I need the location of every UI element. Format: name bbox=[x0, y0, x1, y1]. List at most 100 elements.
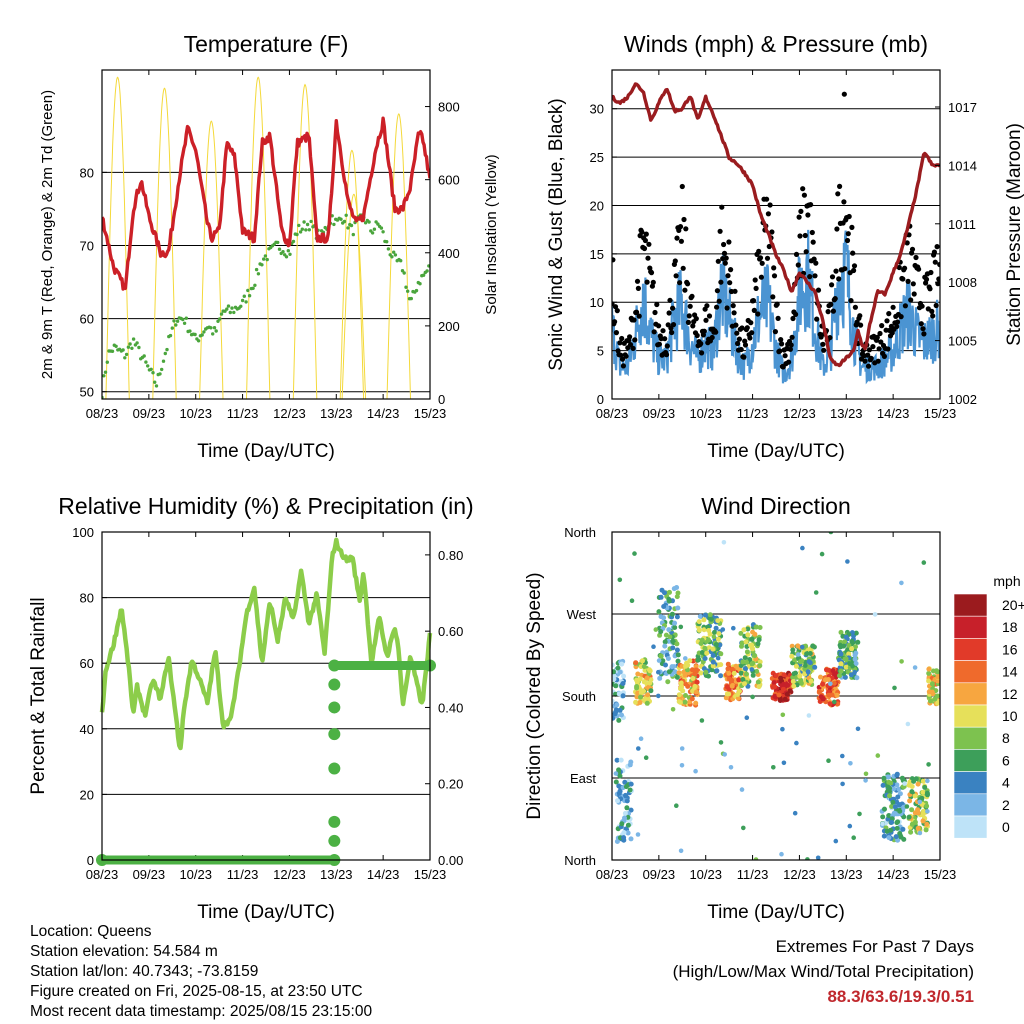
gust-point bbox=[850, 250, 856, 256]
gust-point bbox=[908, 297, 914, 303]
direction-point bbox=[831, 680, 837, 686]
dewpoint-point bbox=[128, 342, 132, 346]
gust-point bbox=[635, 285, 642, 291]
gust-point bbox=[699, 350, 705, 356]
direction-point bbox=[756, 637, 762, 643]
gust-point bbox=[821, 347, 827, 353]
direction-point bbox=[935, 669, 940, 675]
direction-point bbox=[717, 642, 723, 648]
x-tick-label: 14/23 bbox=[367, 406, 400, 421]
gust-point bbox=[683, 226, 689, 232]
dewpoint-point bbox=[218, 317, 222, 321]
gust-point bbox=[652, 309, 658, 316]
direction-point bbox=[851, 835, 856, 840]
direction-point bbox=[912, 793, 918, 799]
dewpoint-point bbox=[256, 272, 261, 276]
dewpoint-point bbox=[175, 319, 180, 323]
gust-point bbox=[664, 343, 670, 349]
colorbar-swatch bbox=[953, 771, 988, 795]
gust-point bbox=[723, 255, 729, 261]
dewpoint-point bbox=[351, 232, 355, 237]
direction-point bbox=[696, 657, 702, 662]
direction-point bbox=[888, 780, 894, 786]
gust-point bbox=[612, 257, 616, 263]
direction-point bbox=[648, 688, 654, 694]
direction-point bbox=[791, 671, 797, 677]
dewpoint-point bbox=[158, 372, 162, 376]
direction-point bbox=[750, 672, 756, 678]
direction-point bbox=[696, 619, 702, 625]
gust-point bbox=[739, 325, 745, 331]
gust-point bbox=[752, 277, 758, 283]
direction-point bbox=[713, 642, 719, 648]
direction-point bbox=[633, 699, 639, 705]
direction-point bbox=[725, 661, 731, 667]
y-tick-label: 60 bbox=[80, 656, 94, 671]
direction-point bbox=[694, 679, 700, 685]
gust-point bbox=[651, 329, 657, 335]
gust-point bbox=[648, 270, 655, 276]
direction-point bbox=[641, 664, 647, 670]
dewpoint-point bbox=[342, 219, 347, 224]
direction-point bbox=[896, 786, 902, 792]
x-axis-label: Time (Day/UTC) bbox=[707, 441, 845, 462]
direction-point bbox=[637, 700, 643, 705]
gust-point bbox=[667, 297, 673, 303]
direction-point bbox=[741, 825, 746, 831]
direction-point bbox=[891, 786, 897, 792]
dewpoint-point bbox=[225, 307, 229, 311]
gust-point bbox=[858, 322, 864, 328]
direction-point bbox=[613, 683, 619, 689]
chart-title: Wind Direction bbox=[701, 493, 851, 519]
direction-point bbox=[805, 857, 810, 860]
direction-point bbox=[620, 681, 626, 686]
direction-point bbox=[634, 694, 640, 700]
dewpoint-point bbox=[124, 352, 129, 357]
dewpoint-point bbox=[302, 220, 306, 224]
direction-point bbox=[771, 680, 777, 686]
gust-point bbox=[909, 246, 916, 252]
direction-point bbox=[792, 657, 798, 663]
direction-point bbox=[895, 794, 901, 800]
gust-point bbox=[619, 356, 626, 362]
direction-point bbox=[813, 590, 819, 595]
gust-point bbox=[719, 204, 725, 210]
direction-point bbox=[715, 636, 721, 642]
x-tick-label: 11/23 bbox=[737, 406, 769, 421]
gust-point bbox=[936, 276, 940, 282]
dewpoint-point bbox=[295, 232, 299, 237]
direction-point bbox=[848, 672, 854, 678]
direction-point bbox=[744, 649, 750, 655]
gust-point bbox=[836, 276, 842, 282]
gust-point bbox=[790, 315, 796, 322]
direction-point bbox=[905, 721, 911, 727]
y-tick-label: 10 bbox=[590, 295, 604, 310]
gust-point bbox=[706, 313, 713, 319]
direction-point bbox=[670, 707, 676, 712]
gust-point bbox=[786, 359, 792, 365]
direction-point bbox=[738, 630, 744, 636]
direction-point bbox=[744, 671, 749, 677]
x-tick-label: 15/23 bbox=[414, 406, 447, 421]
direction-point bbox=[658, 594, 664, 600]
dewpoint-point bbox=[291, 239, 296, 244]
gust-point bbox=[902, 265, 908, 271]
direction-point bbox=[744, 659, 750, 665]
gust-point bbox=[829, 282, 835, 288]
direction-point bbox=[842, 674, 848, 680]
direction-point bbox=[637, 676, 643, 682]
direction-point bbox=[703, 669, 709, 675]
direction-point bbox=[885, 774, 891, 780]
colorbar-swatch bbox=[953, 682, 988, 706]
direction-point bbox=[745, 683, 751, 689]
direction-point bbox=[693, 667, 699, 673]
dewpoint-point bbox=[262, 257, 266, 261]
gust-point bbox=[919, 303, 925, 309]
direction-point bbox=[906, 782, 912, 788]
colorbar-swatch bbox=[953, 704, 988, 728]
colorbar-swatch bbox=[953, 593, 988, 617]
direction-point bbox=[924, 803, 930, 809]
direction-point bbox=[706, 628, 712, 633]
gust-point bbox=[677, 224, 684, 230]
gust-point bbox=[767, 202, 773, 208]
